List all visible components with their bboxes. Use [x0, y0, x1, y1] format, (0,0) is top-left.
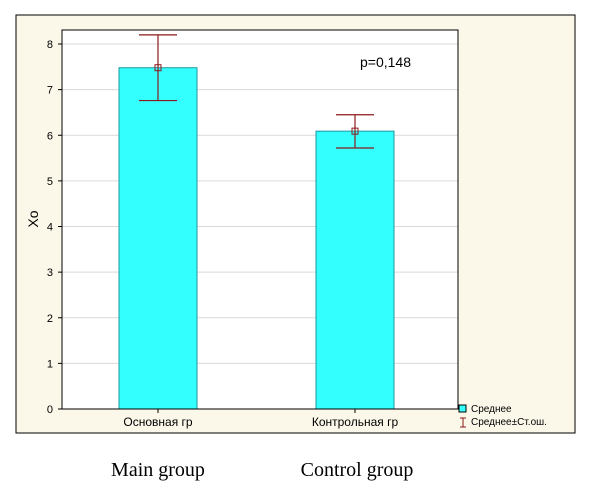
y-axis-label: Xo [25, 210, 41, 227]
x-axis-labels: Основная гр Контрольная гр [123, 409, 398, 429]
mean-marker [351, 127, 359, 135]
mean-marker [154, 64, 162, 72]
legend-mean-label: Среднее [471, 404, 512, 415]
bar [315, 130, 395, 410]
y-axis-ticks: 0 1 2 3 4 5 6 7 8 [47, 39, 62, 416]
y-tick-label: 4 [47, 222, 53, 234]
caption-control-group: Control group [301, 459, 414, 481]
y-tick-label: 2 [47, 313, 53, 325]
p-value-annotation: p=0,148 [360, 54, 411, 70]
plot-frame [61, 29, 459, 410]
legend: Среднее Среднее±Ст.ош. [458, 404, 547, 428]
legend-error-marker [460, 417, 466, 428]
y-tick-label: 5 [47, 176, 53, 188]
y-tick-label: 8 [47, 39, 53, 51]
y-tick-label: 1 [47, 358, 53, 370]
y-tick-label: 7 [47, 85, 53, 97]
y-tick-label: 0 [47, 404, 53, 416]
bar [118, 67, 198, 410]
legend-error-label: Среднее±Ст.ош. [471, 417, 547, 428]
y-tick-label: 6 [47, 130, 53, 142]
x-tick-label: Основная гр [123, 415, 193, 429]
legend-mean-marker [458, 404, 467, 413]
y-tick-label: 3 [47, 267, 53, 279]
bars [118, 67, 395, 410]
x-tick-label: Контрольная гр [312, 415, 399, 429]
caption-main-group: Main group [111, 459, 205, 481]
error-bars [139, 34, 374, 149]
